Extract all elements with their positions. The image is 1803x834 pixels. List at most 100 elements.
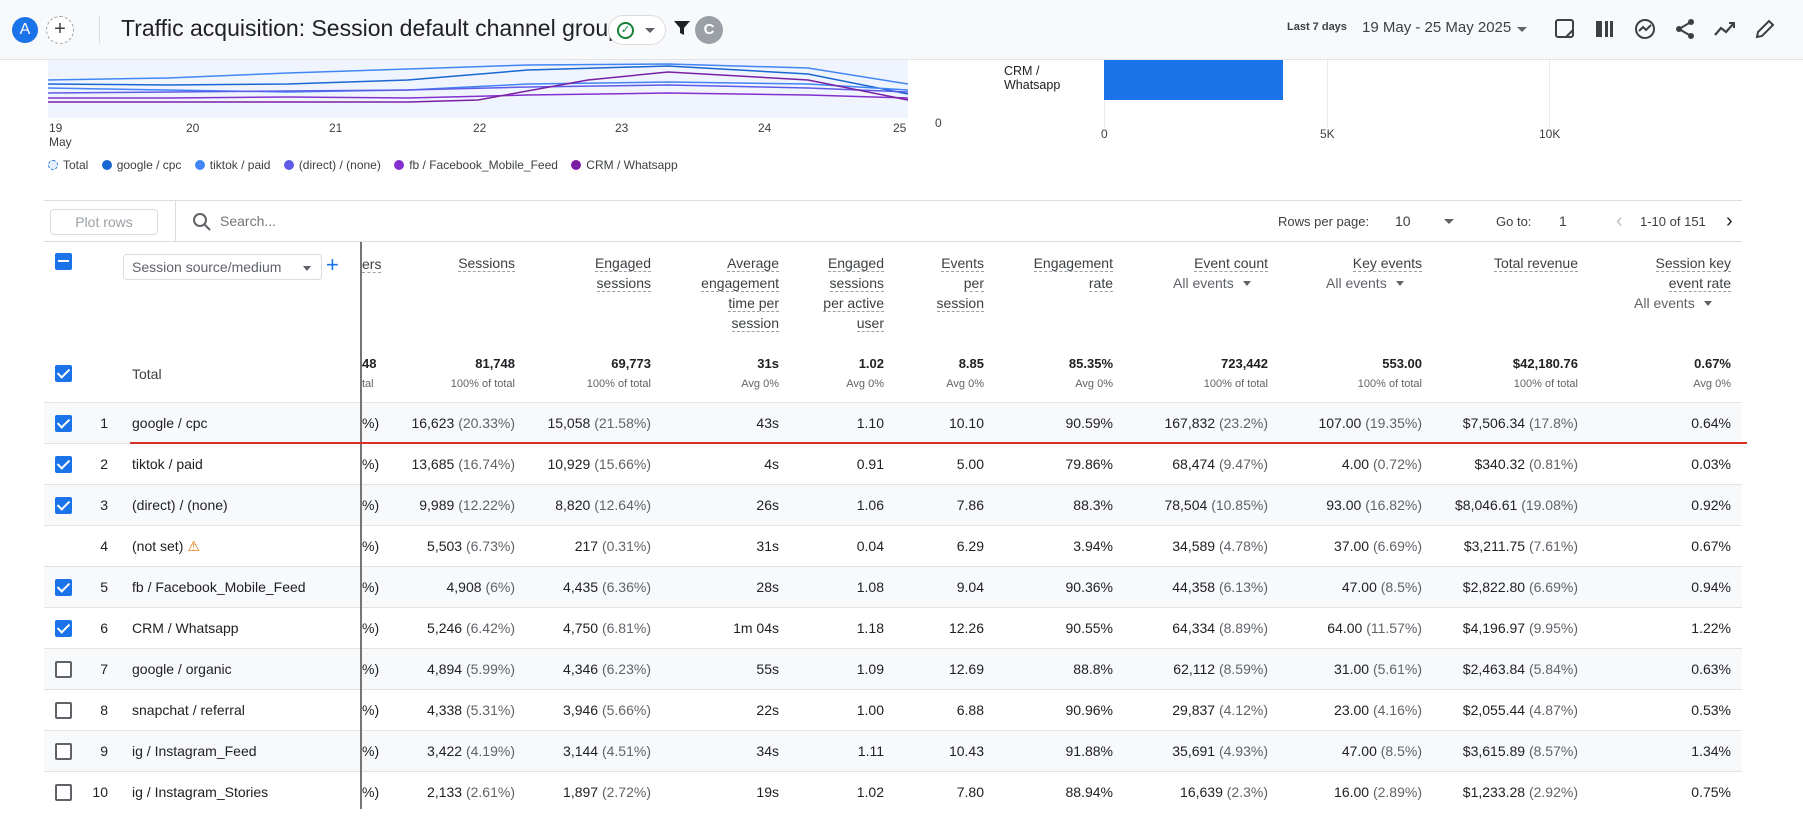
rows-per-page-select[interactable]: 10 [1395,213,1411,229]
table-cell: 9,989 (12.22%) [419,497,515,513]
row-checkbox[interactable] [55,743,72,760]
column-header[interactable]: Average engagement time per session [701,255,779,332]
account-avatar[interactable]: A [12,17,38,43]
row-checkbox[interactable] [55,579,72,596]
column-header[interactable]: Engagement rate [1033,255,1113,292]
series-line-total [48,63,909,85]
share-icon[interactable] [1672,16,1698,42]
filter-icon[interactable] [673,19,691,37]
truncated-column-header[interactable]: ers [362,256,382,273]
table-cell: 16,623 (20.33%) [411,415,515,431]
event-filter-select[interactable]: All events [1634,295,1712,311]
row-dimension-value[interactable]: snapchat / referral [132,702,245,718]
row-dimension-value[interactable]: (not set) ⚠ [132,538,200,554]
event-filter-select[interactable]: All events [1173,275,1251,291]
chevron-down-icon [303,266,311,271]
column-header[interactable]: Sessions [458,255,515,272]
legend-item-tiktok-paid[interactable]: tiktok / paid [194,158,270,172]
legend-item-direct[interactable]: (direct) / (none) [283,158,381,172]
legend-item-fb[interactable]: fb / Facebook_Mobile_Feed [394,158,558,172]
column-header[interactable]: Engaged sessions [594,255,651,292]
table-row[interactable]: 7 google / organic%) 4,894 (5.99%) 4,346 (6… [44,648,1742,689]
event-filter-select[interactable]: All events [1326,275,1404,291]
table-row[interactable]: 1 google / cpc%) 16,623 (20.33%) 15,058 (21… [44,402,1742,443]
select-all-checkbox[interactable] [55,253,72,270]
column-header[interactable]: Session key event rate [1655,255,1731,292]
row-checkbox[interactable] [55,661,72,678]
table-cell: 29,837 (4.12%) [1172,702,1268,718]
dimension-select[interactable]: Session source/medium [123,254,322,280]
table-row[interactable]: 5 fb / Facebook_Mobile_Feed%) 4,908 (6%) 4,… [44,566,1742,607]
date-range-label: Last 7 days [1287,21,1347,33]
prev-page-icon[interactable]: ‹ [1616,210,1623,232]
chevron-down-icon[interactable] [1444,219,1454,224]
bar-crm-whatsapp[interactable] [1104,60,1283,100]
chevron-down-icon[interactable] [1517,27,1527,32]
edit-icon[interactable] [1752,16,1778,42]
table-row[interactable]: 2 tiktok / paid%) 13,685 (16.74%) 10,929 (1… [44,443,1742,484]
row-dimension-value[interactable]: fb / Facebook_Mobile_Feed [132,579,306,595]
row-dimension-value[interactable]: google / organic [132,661,232,677]
goto-input[interactable]: 1 [1559,213,1567,229]
legend-item-total[interactable]: Total [48,158,88,172]
warning-icon[interactable]: ⚠ [187,538,200,554]
table-cell: 78,504 (10.85%) [1164,497,1268,513]
search-input[interactable] [220,210,520,232]
legend-item-crm[interactable]: CRM / Whatsapp [571,158,678,172]
column-header[interactable]: Engaged sessions per active user [823,255,884,332]
table-row[interactable]: 10 ig / Instagram_Stories%) 2,133 (2.61%) 1… [44,771,1742,812]
next-page-icon[interactable]: › [1726,210,1733,232]
row-dimension-value[interactable]: CRM / Whatsapp [132,620,239,636]
table-cell: 34,589 (4.78%) [1172,538,1268,554]
row-checkbox[interactable] [55,497,72,514]
total-value: 69,773 [611,356,651,371]
column-header[interactable]: Events per session [936,255,984,312]
add-comparison-button[interactable]: + [46,16,74,44]
table-cell: 93.00 (16.82%) [1326,497,1422,513]
row-checkbox[interactable] [55,784,72,801]
table-cell: 47.00 (8.5%) [1341,743,1422,759]
table-row[interactable]: 3 (direct) / (none)%) 9,989 (12.22%) 8,820 … [44,484,1742,525]
row-dimension-value[interactable]: google / cpc [132,415,208,431]
total-checkbox[interactable] [55,365,72,382]
legend-dot-icon [394,160,405,170]
column-header[interactable]: Key events [1352,255,1422,272]
legend-item-google-cpc[interactable]: google / cpc [101,158,181,172]
report-header: A + Traffic acquisition: Session default… [0,0,1803,60]
row-dimension-value[interactable]: ig / Instagram_Stories [132,784,269,800]
plot-rows-button[interactable]: Plot rows [50,209,158,235]
share-report-icon[interactable] [1552,16,1578,42]
column-header[interactable]: Event count [1194,255,1268,272]
table-cell: $340.32 (0.81%) [1474,456,1578,472]
annotation-red-line [130,442,1747,444]
table-row[interactable]: 8 snapchat / referral%) 4,338 (5.31%) 3,946… [44,689,1742,730]
row-dimension-value[interactable]: tiktok / paid [132,456,203,472]
table-cell: 9.04 [956,579,984,595]
table-row[interactable]: 4 (not set) ⚠%) 5,503 (6.73%) 217 (0.31%) 31s… [44,525,1742,566]
row-checkbox[interactable] [55,620,72,637]
row-number: 9 [100,743,108,759]
table-cell: 5,503 (6.73%) [427,538,515,554]
date-range-picker[interactable]: 19 May - 25 May 2025 [1362,19,1512,36]
add-dimension-button[interactable]: + [326,252,339,277]
compare-icon[interactable] [1592,16,1618,42]
table-row[interactable]: 6 CRM / Whatsapp%) 5,246 (6.42%) 4,750 (6.8… [44,607,1742,648]
row-dimension-value[interactable]: ig / Instagram_Feed [132,743,257,759]
status-chip[interactable]: ✓ [608,15,666,45]
table-cell: 0.91 [856,456,884,472]
trend-icon[interactable] [1712,16,1738,42]
row-checkbox[interactable] [55,702,72,719]
total-value: 553.00 [1382,356,1422,371]
user-avatar[interactable]: C [695,16,723,44]
line-chart [48,63,909,103]
column-header[interactable]: Total revenue [1493,255,1578,272]
table-cell: 4,338 (5.31%) [427,702,515,718]
total-sub: tal [362,378,374,390]
row-checkbox[interactable] [55,415,72,432]
insights-icon[interactable] [1632,16,1658,42]
row-checkbox[interactable] [55,456,72,473]
table-row[interactable]: 9 ig / Instagram_Feed%) 3,422 (4.19%) 3,144… [44,730,1742,771]
total-value: $42,180.76 [1512,356,1578,371]
row-dimension-value[interactable]: (direct) / (none) [132,497,228,513]
chevron-down-icon [1395,281,1404,286]
